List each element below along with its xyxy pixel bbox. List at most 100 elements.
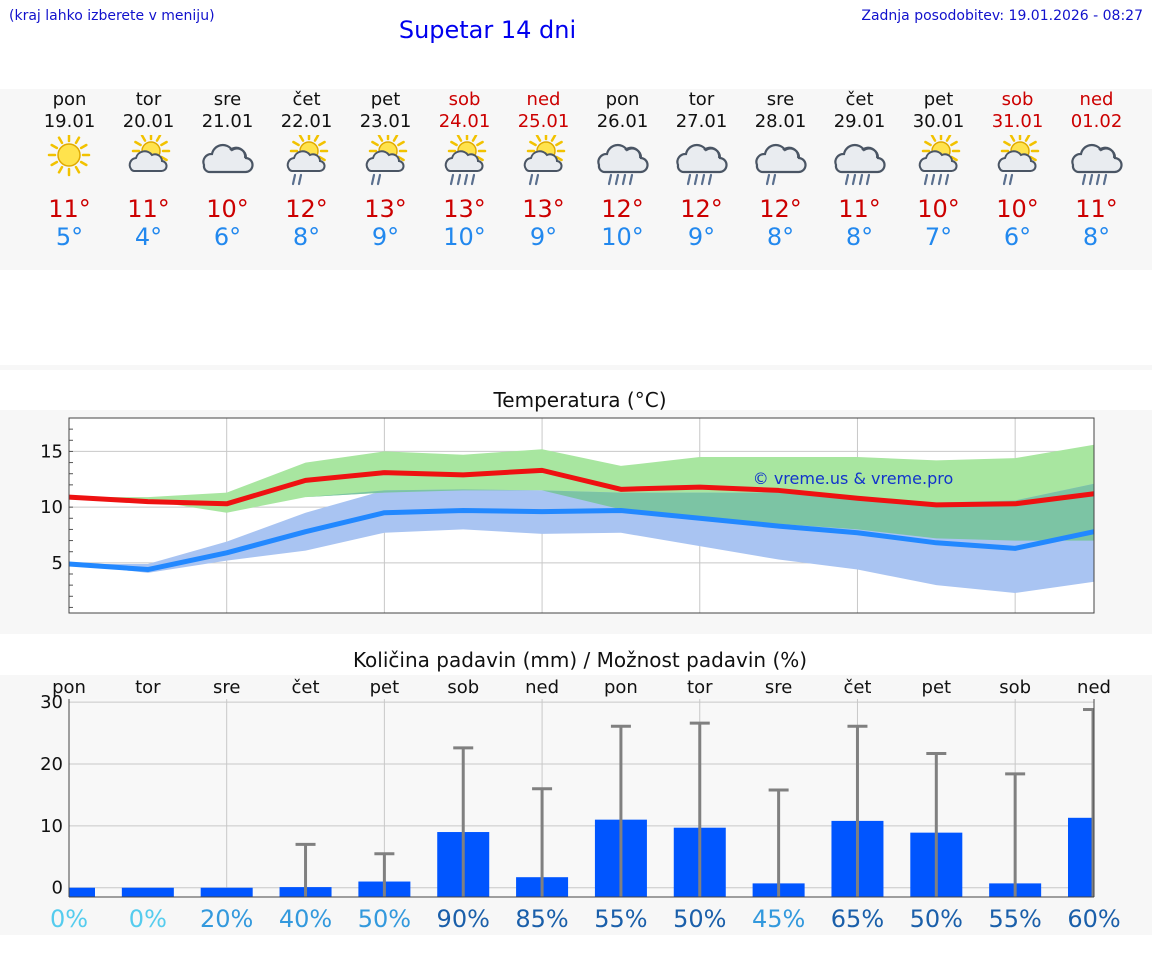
day-name: sob [448, 89, 481, 110]
day-name: pet [370, 89, 401, 110]
y-tick-label: 10 [40, 816, 63, 837]
max-temperature: 13° [443, 195, 486, 223]
day-date: 20.01 [122, 111, 175, 132]
precipitation-probability: 85% [515, 905, 568, 933]
day-name: ned [1079, 89, 1114, 110]
last-update: Zadnja posodobitev: 19.01.2026 - 08:27 [861, 8, 1143, 24]
x-category-label: čet [292, 677, 320, 698]
day-3: sre 21.01 10° 6° [188, 89, 267, 251]
day-9: tor 27.01 12° 9° [662, 89, 741, 251]
max-temperature: 13° [364, 195, 407, 223]
temperature-chart-title: Temperatura (°C) [493, 388, 667, 412]
cloudy-icon [188, 133, 267, 195]
day-8: pon 26.01 12° 10° [583, 89, 662, 251]
day-date: 19.01 [43, 111, 96, 132]
sun-cloud-light-rain-icon [978, 133, 1057, 195]
y-tick-label: 0 [52, 878, 63, 899]
sun-cloud-icon [109, 133, 188, 195]
day-name: sre [766, 89, 795, 110]
day-date: 23.01 [359, 111, 412, 132]
max-temperature: 10° [996, 195, 1039, 223]
precipitation-probability: 45% [752, 905, 805, 933]
day-date: 24.01 [438, 111, 491, 132]
min-temperature: 8° [845, 223, 874, 251]
day-name: pon [605, 89, 640, 110]
x-category-label: pet [370, 677, 400, 698]
min-temperature: 5° [55, 223, 84, 251]
cloud-rain-icon [662, 133, 741, 195]
sun-icon [30, 133, 109, 195]
max-temperature: 13° [522, 195, 565, 223]
day-name: tor [135, 89, 162, 110]
x-category-label: sob [999, 677, 1031, 698]
x-category-label: ned [525, 677, 559, 698]
precipitation-probability: 55% [988, 905, 1041, 933]
day-date: 22.01 [280, 111, 333, 132]
day-6: sob 24.01 13° 10° [425, 89, 504, 251]
max-temperature: 11° [1075, 195, 1118, 223]
precipitation-probability: 20% [200, 905, 253, 933]
precipitation-probability: 0% [129, 905, 167, 933]
precipitation-probability: 65% [831, 905, 884, 933]
precipitation-bar [200, 887, 253, 897]
max-temperature: 12° [601, 195, 644, 223]
cloud-rain-icon [1057, 133, 1136, 195]
min-temperature: 6° [213, 223, 242, 251]
day-date: 28.01 [754, 111, 807, 132]
day-name: čet [292, 89, 321, 110]
max-temperature: 11° [127, 195, 170, 223]
day-12: pet 30.01 10° 7° [899, 89, 978, 251]
day-date: 25.01 [517, 111, 570, 132]
min-temperature: 9° [687, 223, 716, 251]
min-temperature: 9° [371, 223, 400, 251]
day-date: 21.01 [201, 111, 254, 132]
day-10: sre 28.01 12° 8° [741, 89, 820, 251]
y-tick-label: 20 [40, 754, 63, 775]
day-name: ned [526, 89, 561, 110]
min-temperature: 6° [1003, 223, 1032, 251]
day-2: tor 20.01 11° 4° [109, 89, 188, 251]
precipitation-bar [1068, 817, 1094, 897]
min-temperature: 8° [766, 223, 795, 251]
precipitation-probability: 90% [437, 905, 490, 933]
x-category-label: pet [922, 677, 952, 698]
cloud-rain-icon [820, 133, 899, 195]
watermark: © vreme.us & vreme.pro [753, 469, 954, 488]
temperature-chart: 5 10 15 © vreme.us & vreme.pro [40, 417, 1095, 614]
temperature-plot-frame [68, 417, 1095, 614]
day-11: čet 29.01 11° 8° [820, 89, 899, 251]
precipitation-bar [121, 887, 174, 897]
x-category-label: pon [604, 677, 638, 698]
min-temperature: 8° [1082, 223, 1111, 251]
min-temperature-line [68, 507, 1095, 573]
cloud-rain-icon [583, 133, 662, 195]
day-14: ned 01.02 11° 8° [1057, 89, 1136, 251]
daily-forecast: pon 19.01 11° 5° tor 20.01 11° 4° sre 21.01 10° 6° č… [0, 89, 1152, 269]
day-date: 27.01 [675, 111, 728, 132]
day-5: pet 23.01 13° 9° [346, 89, 425, 251]
sun-cloud-rain-icon [425, 133, 504, 195]
day-date: 01.02 [1070, 111, 1123, 132]
precipitation-probability: 50% [358, 905, 411, 933]
y-tick-label: 15 [40, 441, 63, 462]
x-category-label: pon [52, 677, 86, 698]
max-temperature: 12° [680, 195, 723, 223]
max-temperature: 12° [759, 195, 802, 223]
day-1: pon 19.01 11° 5° [30, 89, 109, 251]
min-temperature: 4° [134, 223, 163, 251]
day-date: 29.01 [833, 111, 886, 132]
x-category-label: sre [213, 677, 240, 698]
sun-cloud-rain-icon [899, 133, 978, 195]
day-date: 31.01 [991, 111, 1044, 132]
max-temperature-line [68, 467, 1095, 508]
precipitation-bar [69, 887, 95, 897]
max-temperature: 10° [206, 195, 249, 223]
min-temperature: 9° [529, 223, 558, 251]
x-category-label: ned [1077, 677, 1111, 698]
day-4: čet 22.01 12° 8° [267, 89, 346, 251]
precipitation-probability: 50% [673, 905, 726, 933]
day-name: pet [923, 89, 954, 110]
max-temperature: 10° [917, 195, 960, 223]
min-temperature: 8° [292, 223, 321, 251]
precipitation-probability: 40% [279, 905, 332, 933]
